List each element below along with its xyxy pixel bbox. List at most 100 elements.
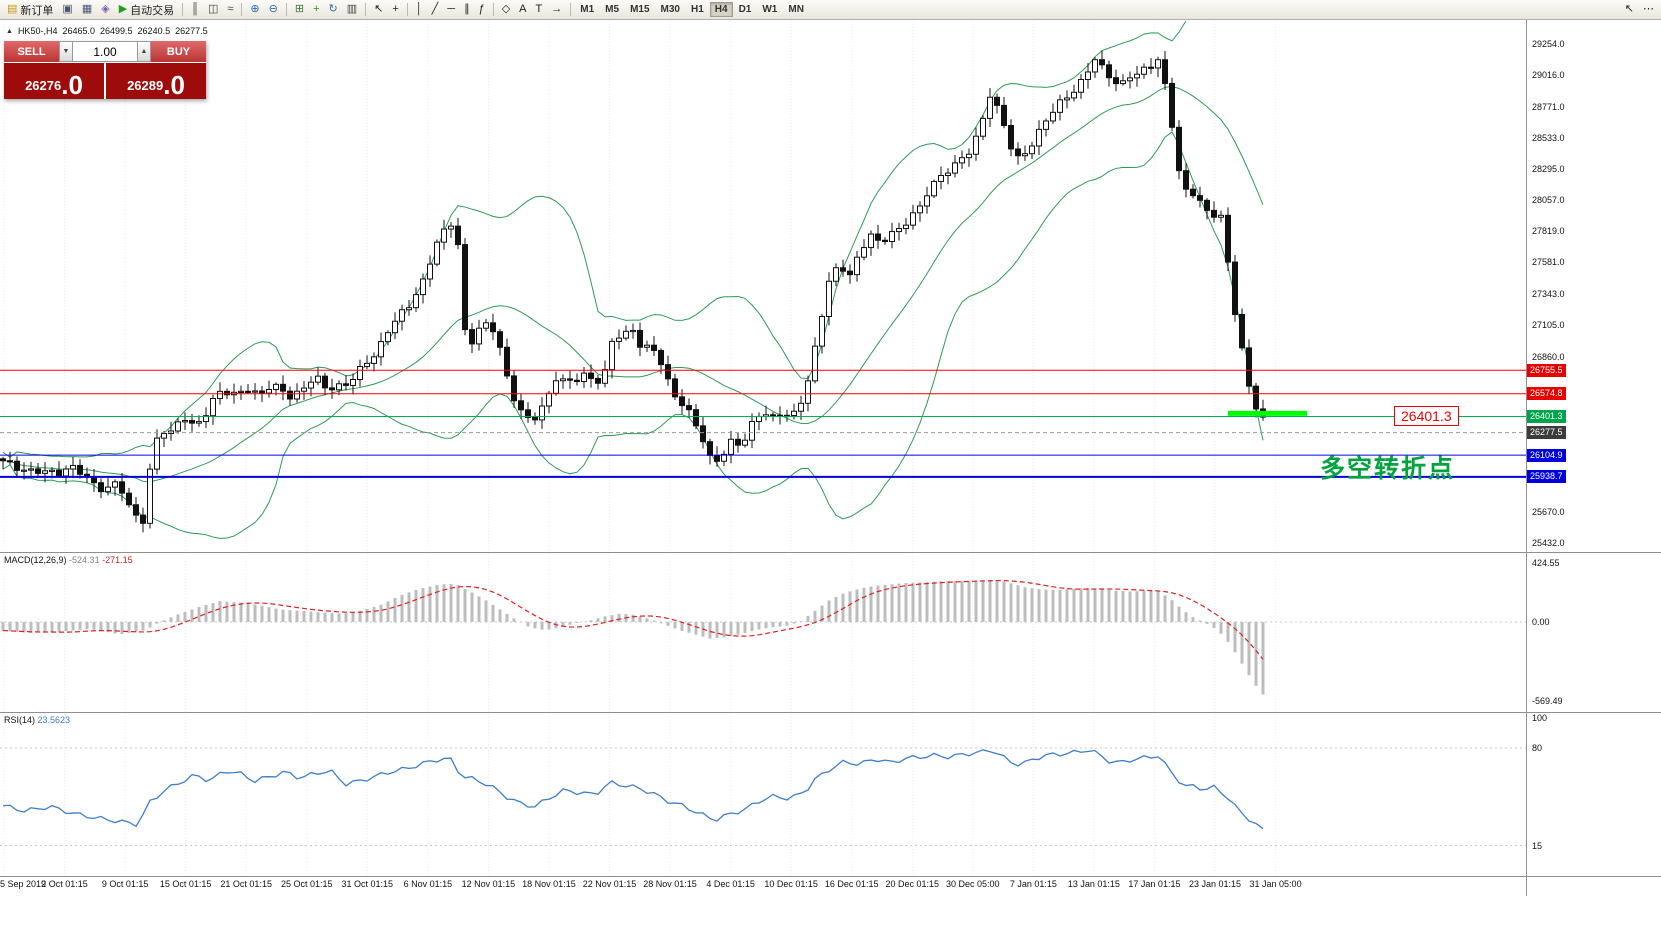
text-icon[interactable]: A xyxy=(515,0,530,19)
zoom-out-icon: ⊖ xyxy=(268,3,278,15)
toolbar-separator xyxy=(241,3,243,16)
toolbar-separator xyxy=(492,3,494,16)
rsi-pane-splitter[interactable] xyxy=(0,712,1661,713)
shapes-icon[interactable]: ◇ xyxy=(498,0,514,19)
bar-chart-icon[interactable]: ║ xyxy=(187,0,203,19)
line-chart-icon: ≈ xyxy=(227,3,234,15)
line-chart-icon[interactable]: ≈ xyxy=(223,0,237,19)
channel-icon[interactable]: ∥ xyxy=(460,0,474,19)
shapes-icon: ◇ xyxy=(501,3,511,15)
sell-price-pips: .0 xyxy=(61,70,83,101)
price-axis-separator xyxy=(1526,20,1527,896)
timeframe-W1[interactable]: W1 xyxy=(762,4,778,15)
timeframe-D1[interactable]: D1 xyxy=(738,4,752,15)
zoom-in-icon[interactable]: ⊕ xyxy=(246,0,263,19)
channel-icon: ∥ xyxy=(464,3,470,15)
indicators-icon[interactable]: + xyxy=(309,0,323,19)
horizontal-line-icon[interactable]: ─ xyxy=(443,0,459,19)
fibonacci-icon: ƒ xyxy=(478,3,485,15)
symbol-ohlc-header: ▲ HK50-,H4 26465.0 26499.5 26240.5 26277… xyxy=(6,26,208,36)
toolbar-separator xyxy=(570,3,572,16)
zoom-out-icon[interactable]: ⊖ xyxy=(265,0,282,19)
new-chart-icon[interactable]: ▣ xyxy=(58,0,76,19)
timeframe-H1[interactable]: H1 xyxy=(690,4,704,15)
buy-price-main: 26289 xyxy=(127,78,164,93)
timeframe-M30[interactable]: M30 xyxy=(660,4,680,15)
arrows-icon[interactable]: → xyxy=(547,0,566,19)
ohlc-high: 26499.5 xyxy=(100,26,133,36)
sell-price-button[interactable]: 26276 .0 xyxy=(4,63,104,99)
autotrading-button[interactable]: ▶ 自动交易 xyxy=(115,0,178,19)
new-order-button[interactable]: ▤ 新订单 xyxy=(3,0,57,19)
toolbar-separator xyxy=(182,3,184,16)
sell-button[interactable]: SELL xyxy=(4,41,59,62)
autotrading-button-label: 自动交易 xyxy=(130,4,175,17)
cursor-pointer-icon: ↖ xyxy=(1624,3,1634,15)
vertical-line-icon[interactable]: │ xyxy=(412,0,427,19)
volume-decrease-button[interactable]: ▼ xyxy=(59,41,73,62)
toolbar: ▤ 新订单 ▣ ▦ ◈ ▶ 自动交易 ║ ◫ ≈ ⊕ ⊖ ⊞ + ↻ ▥ ↖ + │ ╱ ─ ∥ ƒ ◇ A T → M1 M5 M15 M… xyxy=(0,0,1661,20)
fibonacci-icon[interactable]: ƒ xyxy=(475,0,489,19)
horizontal-line-icon: ─ xyxy=(447,3,456,15)
turning-point-annotation[interactable]: 多空转折点 xyxy=(1320,455,1456,483)
vertical-line-icon: │ xyxy=(415,3,423,15)
price-callout-label[interactable]: 26401.3 xyxy=(1394,406,1459,426)
chart-shift-icon[interactable]: ▥ xyxy=(343,0,361,19)
candlestick-chart-icon: ◫ xyxy=(207,3,219,15)
label-icon[interactable]: T xyxy=(532,0,547,19)
ohlc-open: 26465.0 xyxy=(62,26,95,36)
toolbar-separator xyxy=(365,3,367,16)
timeframe-H4[interactable]: H4 xyxy=(709,2,733,17)
rsi-name: RSI(14) xyxy=(4,715,36,725)
crosshair-icon[interactable]: + xyxy=(388,0,402,19)
chart-shift-icon: ▥ xyxy=(346,3,358,15)
macd-name: MACD(12,26,9) xyxy=(4,555,67,565)
trendline-icon[interactable]: ╱ xyxy=(428,0,443,19)
timeframe-M15[interactable]: M15 xyxy=(630,4,650,15)
refresh-icon[interactable]: ↻ xyxy=(325,0,342,19)
buy-button[interactable]: BUY xyxy=(151,41,206,62)
ohlc-low: 26240.5 xyxy=(137,26,171,36)
time-axis-separator xyxy=(0,876,1661,877)
macd-signal-value: -271.15 xyxy=(102,555,133,565)
new-order-button-label: 新订单 xyxy=(20,4,54,17)
macd-value: -524.31 xyxy=(69,555,100,565)
metaeditor-icon[interactable]: ◈ xyxy=(97,0,113,19)
macd-label: MACD(12,26,9) -524.31 -271.15 xyxy=(4,555,133,565)
one-click-trading-panel: SELL ▼ 1.00 ▲ BUY 26276 .0 26289 .0 xyxy=(4,41,206,99)
profiles-icon[interactable]: ▦ xyxy=(78,0,96,19)
sell-price-main: 26276 xyxy=(25,78,62,93)
volume-field[interactable]: 1.00 xyxy=(73,41,137,62)
buy-price-button[interactable]: 26289 .0 xyxy=(106,63,206,99)
tile-windows-icon: ⊞ xyxy=(294,3,305,15)
metaeditor-icon: ◈ xyxy=(101,3,110,15)
refresh-icon: ↻ xyxy=(328,3,338,15)
cursor-pointer-icon[interactable]: ↖ xyxy=(1621,0,1638,19)
timeframe-M5[interactable]: M5 xyxy=(605,4,620,15)
cursor-icon[interactable]: ↖ xyxy=(370,0,387,19)
panel-collapse-arrow[interactable]: ▲ xyxy=(6,27,13,35)
timeframe-MN[interactable]: MN xyxy=(788,4,804,15)
volume-increase-button[interactable]: ▲ xyxy=(137,41,151,62)
order-form-icon: ▤ xyxy=(7,3,18,15)
profiles-icon: ▦ xyxy=(81,3,93,15)
macd-pane-splitter[interactable] xyxy=(0,552,1661,553)
tile-windows-icon[interactable]: ⊞ xyxy=(291,0,308,19)
rsi-label: RSI(14) 23.5623 xyxy=(4,715,70,725)
arrows-icon: → xyxy=(551,3,563,15)
toolbar-separator xyxy=(285,3,287,16)
cursor-icon: ↖ xyxy=(374,3,384,15)
timeframe-M1[interactable]: M1 xyxy=(580,4,595,15)
symbol-name: HK50-,H4 xyxy=(17,26,58,36)
candlestick-chart-icon[interactable]: ◫ xyxy=(204,0,222,19)
more-tools-icon[interactable]: ⋯ xyxy=(1639,0,1658,19)
zoom-in-icon: ⊕ xyxy=(250,3,260,15)
trendline-icon: ╱ xyxy=(431,3,439,15)
buy-price-pips: .0 xyxy=(163,70,185,101)
text-icon: A xyxy=(519,3,527,15)
bar-chart-icon: ║ xyxy=(191,3,199,15)
ohlc-close: 26277.5 xyxy=(175,26,208,36)
crosshair-icon: + xyxy=(392,3,399,15)
